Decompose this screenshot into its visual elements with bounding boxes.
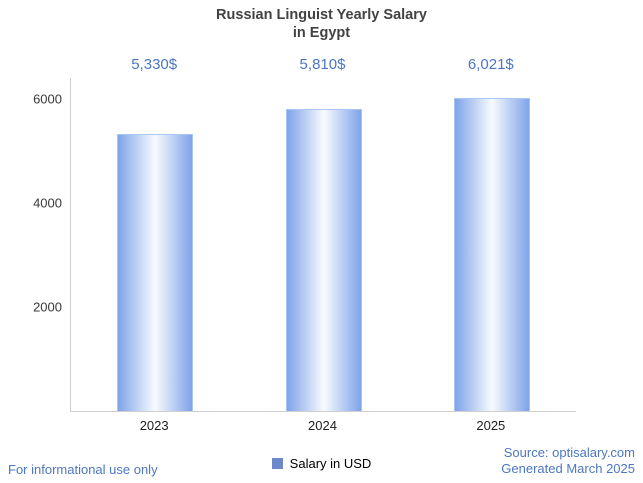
chart-title-line2: in Egypt <box>292 25 351 41</box>
y-axis-label: 4000 <box>33 195 62 211</box>
x-axis-label: 2025 <box>476 418 506 433</box>
plot-area <box>70 78 576 412</box>
value-labels-row: 5,330$ 5,810$ 6,021$ <box>70 56 575 76</box>
bar-2023[interactable] <box>117 133 194 411</box>
value-label: 5,330$ <box>131 56 178 73</box>
generated-date: Generated March 2025 <box>501 461 635 476</box>
y-axis-label: 6000 <box>33 91 62 107</box>
source-link[interactable]: Source: optisalary.com <box>503 445 635 460</box>
legend-swatch-icon <box>271 458 283 469</box>
y-axis: 2000 4000 6000 <box>0 78 62 411</box>
bar-2024[interactable] <box>285 108 362 411</box>
chart-title-line1: Russian Linguist Yearly Salary <box>216 7 427 23</box>
source-block: Source: optisalary.com Generated March 2… <box>501 445 635 477</box>
value-label: 6,021$ <box>467 56 514 73</box>
value-label: 5,810$ <box>299 56 346 73</box>
chart-title: Russian Linguist Yearly Salary in Egypt <box>0 6 643 42</box>
x-axis-label: 2024 <box>308 418 337 433</box>
y-axis-label: 2000 <box>33 299 62 315</box>
x-axis-label: 2023 <box>139 418 169 433</box>
bar-2025[interactable] <box>453 97 530 411</box>
legend-label: Salary in USD <box>289 456 372 471</box>
legend: Salary in USD <box>0 456 643 471</box>
x-axis: 2023 2024 2025 <box>70 418 575 436</box>
disclaimer-text: For informational use only <box>8 462 158 477</box>
